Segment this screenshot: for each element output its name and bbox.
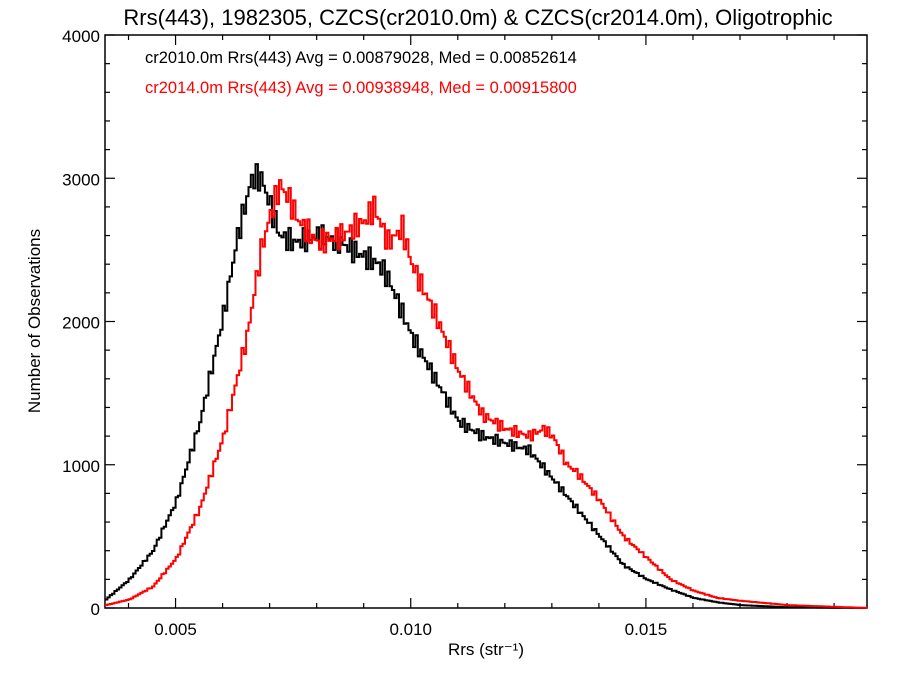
x-axis-label: Rrs (str⁻¹) (448, 640, 524, 659)
y-tick-label: 2000 (62, 314, 100, 333)
legend-entry-2: cr2014.0m Rrs(443) Avg = 0.00938948, Med… (145, 79, 577, 97)
plot-frame (104, 34, 868, 609)
series-line-cr2010.0m (105, 163, 867, 609)
x-tick-label: 0.010 (389, 620, 432, 639)
tick-labels: 0.005 0.010 0.015 0 1000 2000 3000 4000 (62, 27, 667, 639)
y-tick-label: 0 (91, 600, 100, 619)
y-tick-label: 4000 (62, 27, 100, 46)
series-layer (105, 163, 868, 609)
chart-title: Rrs(443), 1982305, CZCS(cr2010.0m) & CZC… (123, 5, 832, 30)
axis-ticks (105, 34, 867, 609)
x-tick-label: 0.005 (154, 620, 197, 639)
series-line-cr2014.0m (105, 179, 868, 609)
y-axis-label: Number of Observations (25, 229, 44, 413)
x-tick-label: 0.015 (625, 620, 668, 639)
y-tick-label: 3000 (62, 170, 100, 189)
y-tick-label: 1000 (62, 457, 100, 476)
legend-entry-1: cr2010.0m Rrs(443) Avg = 0.00879028, Med… (145, 49, 577, 67)
